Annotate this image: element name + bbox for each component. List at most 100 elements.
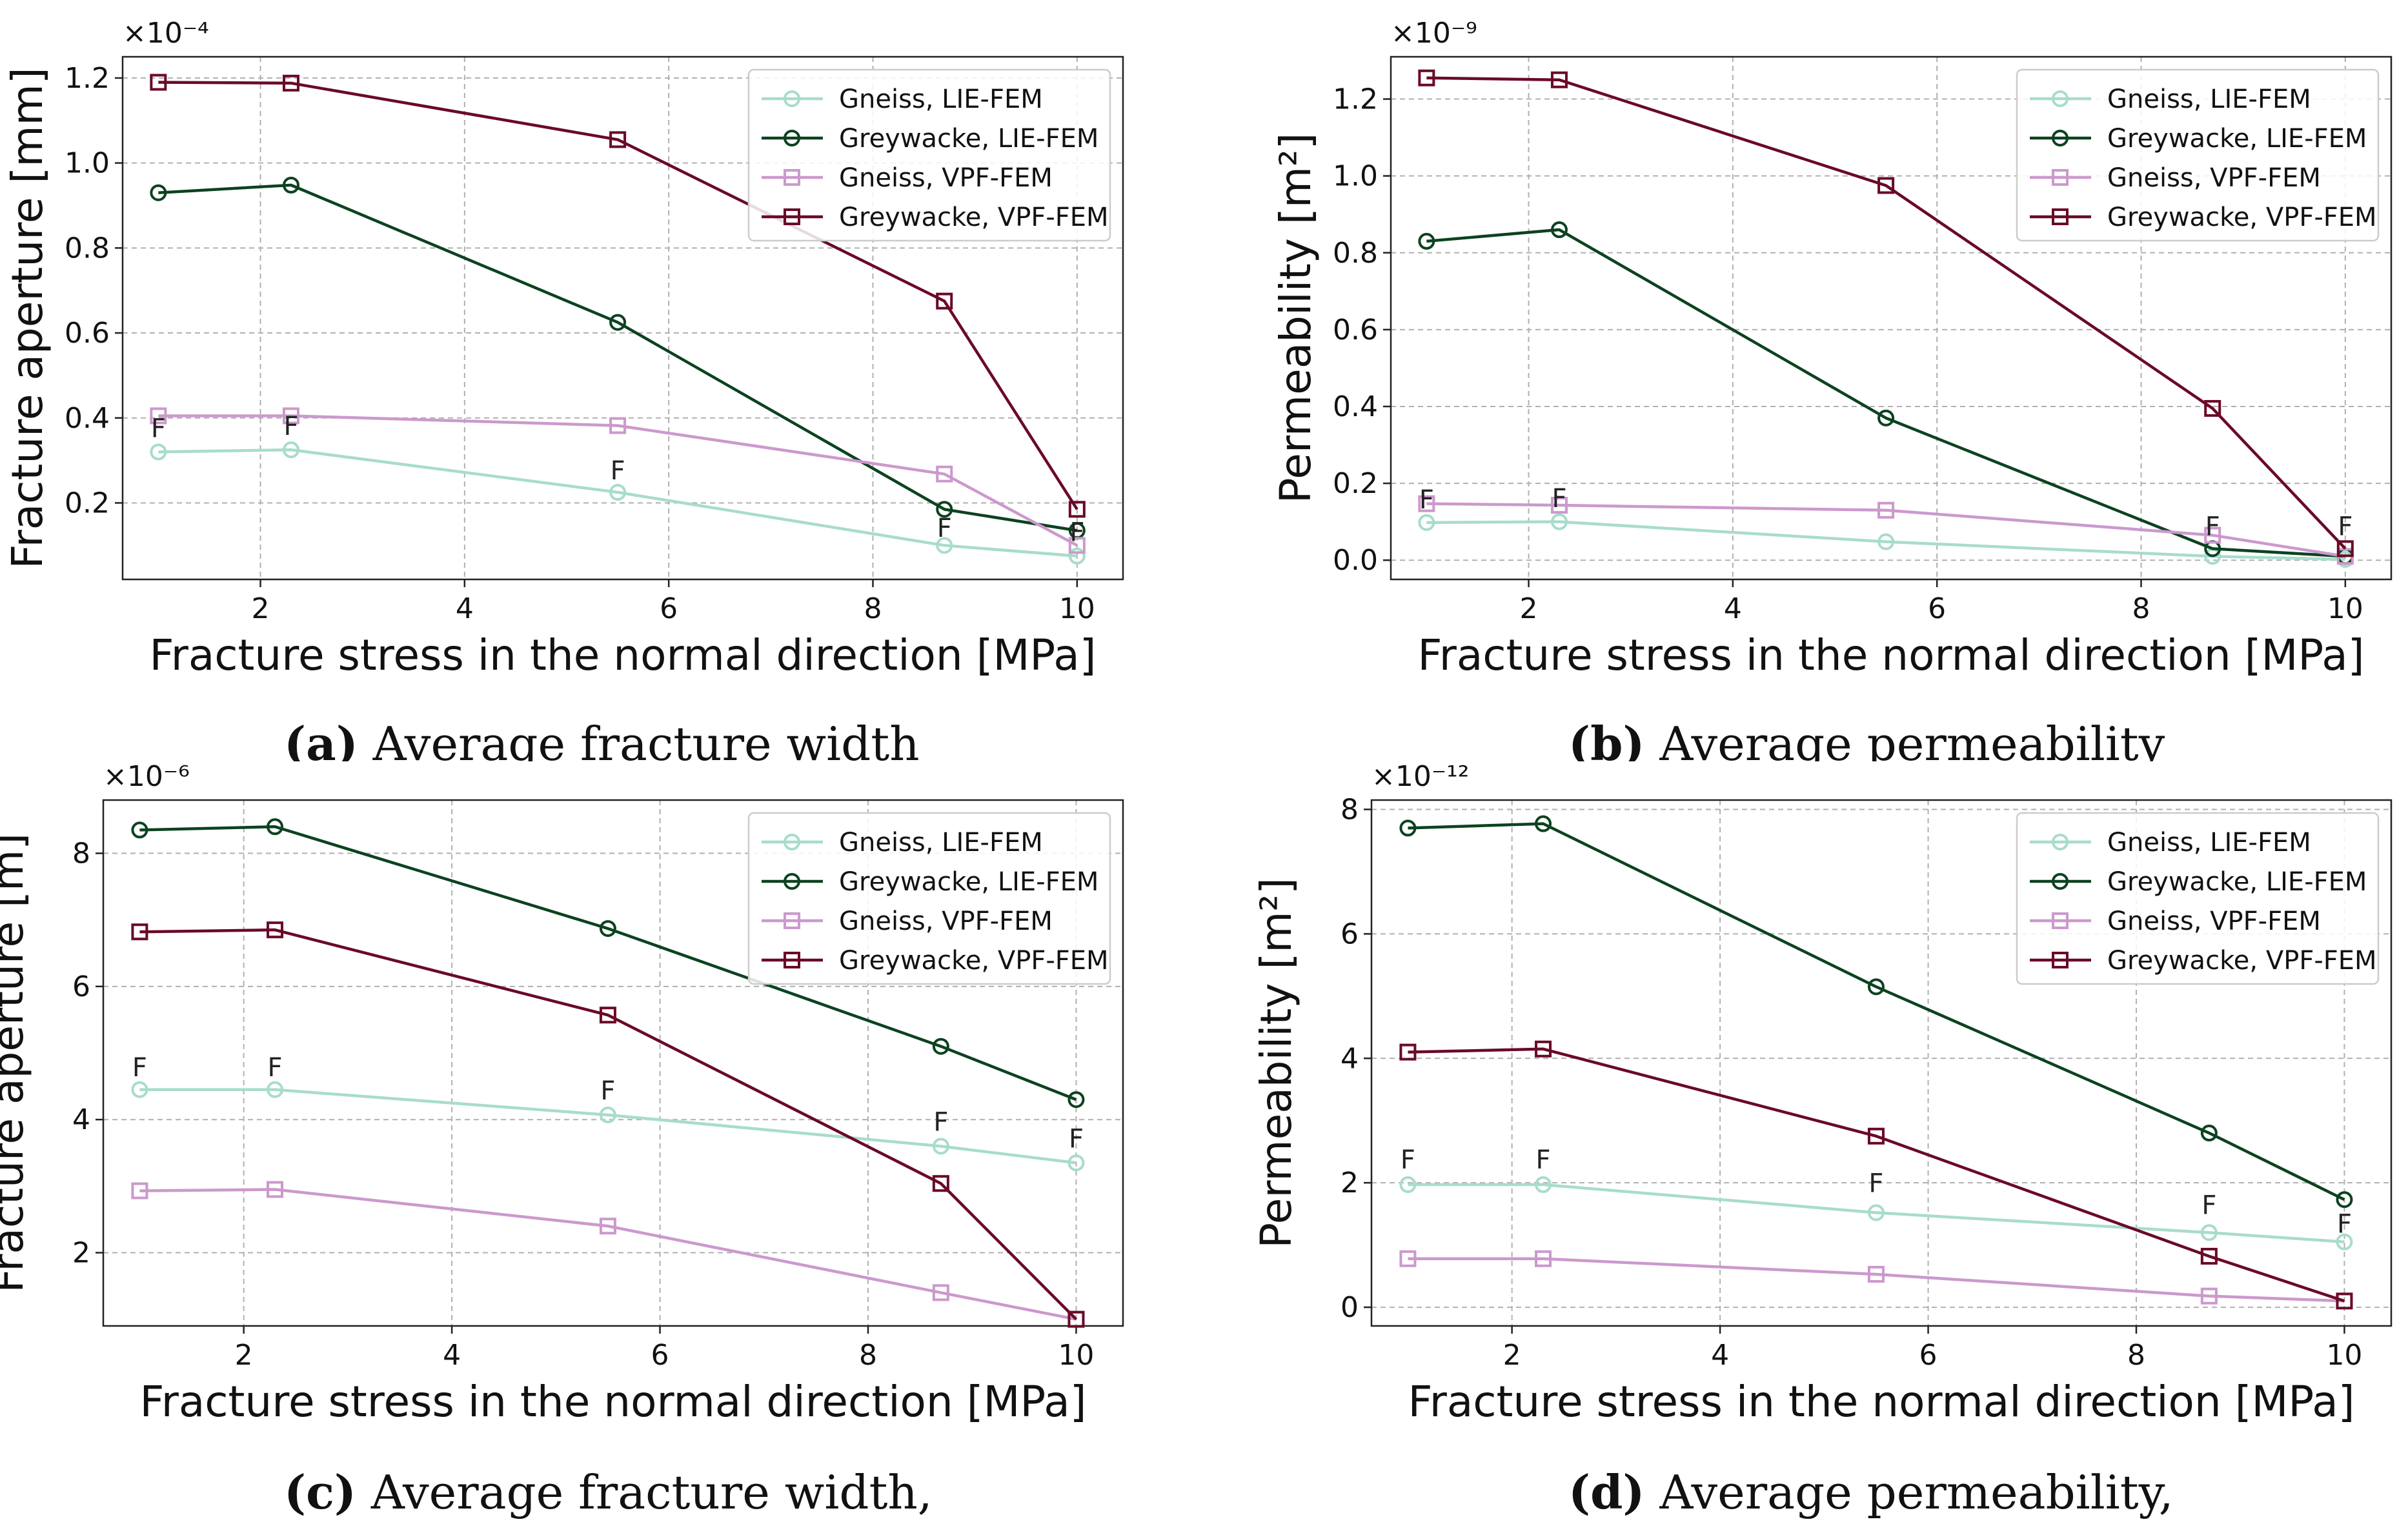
- legend-box: [747, 812, 1111, 985]
- legend-label: Gneiss, VPF-FEM: [2107, 163, 2321, 193]
- y-tick-label: 0.8: [65, 232, 110, 265]
- caption-d-text: Average permeability,: [1644, 1465, 2174, 1519]
- legend: Gneiss, LIE-FEM Greywacke, LIE-FEM Gneiss,…: [2016, 68, 2380, 242]
- legend: Gneiss, LIE-FEM Greywacke, LIE-FEM Gneiss,…: [2016, 812, 2380, 985]
- x-tick-label: 2: [1520, 592, 1538, 625]
- series-line-greywacke-vpf: [1426, 76, 2347, 550]
- y-tick-label: 6: [1341, 917, 1359, 950]
- legend-item-gneiss-lie: Gneiss, LIE-FEM: [762, 85, 1043, 114]
- exponent-label: ×10⁻¹²: [1371, 760, 1469, 793]
- series-gneiss-vpf: [1399, 1250, 2353, 1310]
- failure-annotation: F: [132, 1053, 147, 1083]
- series-line-gneiss-vpf: [158, 414, 1078, 547]
- data-point-gneiss-vpf: [150, 407, 167, 425]
- y-tick-label: 8: [1341, 793, 1359, 826]
- legend-label: Gneiss, LIE-FEM: [2107, 85, 2311, 114]
- data-point-gneiss-vpf: [2200, 1287, 2218, 1305]
- data-point-greywacke-lie: [1399, 819, 1417, 837]
- failure-annotation: F: [1419, 485, 1434, 515]
- x-tick-label: 2: [1503, 1339, 1521, 1372]
- data-point-greywacke-vpf: [609, 131, 627, 148]
- legend-item-greywacke-lie: Greywacke, LIE-FEM: [762, 867, 1098, 897]
- caption-a-label: (a): [284, 716, 358, 761]
- series-line-greywacke-lie: [1408, 822, 2345, 1201]
- series-line-gneiss-lie: [158, 448, 1078, 558]
- caption-d: (d) Average permeability,: [1568, 1465, 2174, 1519]
- legend-marker: [2052, 912, 2069, 929]
- series-line-greywacke-vpf: [158, 81, 1078, 510]
- series-greywacke-vpf: [1399, 1040, 2353, 1310]
- legend-label: Greywacke, LIE-FEM: [839, 867, 1098, 897]
- data-point-gneiss-vpf: [1550, 497, 1568, 514]
- failure-annotation: F: [1536, 1145, 1551, 1175]
- y-tick-label: 0.2: [65, 486, 110, 519]
- data-point-gneiss-lie: [609, 484, 627, 501]
- legend-item-gneiss-lie: Gneiss, LIE-FEM: [2030, 828, 2311, 857]
- failure-annotation: F: [1868, 1169, 1883, 1199]
- data-point-greywacke-lie: [1867, 978, 1885, 996]
- y-axis-label: Permeability [m²]: [1251, 877, 1301, 1248]
- data-point-greywacke-vpf: [932, 1175, 949, 1192]
- y-tick-label: 0.0: [1333, 544, 1378, 577]
- y-axis-label: Fracture aperture [m]: [0, 833, 33, 1293]
- failure-annotation: F: [600, 1076, 615, 1106]
- data-point-greywacke-vpf: [1399, 1043, 1417, 1061]
- legend-item-greywacke-vpf: Greywacke, VPF-FEM: [762, 203, 1109, 232]
- caption-b-text: Average permeability: [1644, 717, 2165, 761]
- data-point-greywacke-lie: [599, 920, 616, 937]
- failure-annotation: F: [1069, 1125, 1084, 1154]
- series-line-greywacke-lie: [139, 825, 1077, 1101]
- legend-item-greywacke-lie: Greywacke, LIE-FEM: [762, 124, 1098, 154]
- legend-box: [2016, 812, 2380, 985]
- series-line-gneiss-vpf: [1408, 1257, 2345, 1303]
- plot-b: 2 4 6 8 10 0.0 0.2 0.4 0.6 0.8 1.0 1.2 ×10⁻⁹ Fracture…: [1271, 17, 2393, 680]
- y-tick-label: 0.2: [1333, 467, 1378, 500]
- y-tick-label: 0.8: [1333, 237, 1378, 270]
- data-point-gneiss-vpf: [1867, 1265, 1885, 1283]
- data-point-greywacke-vpf: [1418, 69, 1435, 86]
- data-point-greywacke-vpf: [1877, 177, 1895, 194]
- x-tick-label: 10: [2327, 592, 2363, 625]
- data-point-gneiss-lie: [1867, 1204, 1885, 1221]
- y-axis-label: Fracture aperture [mm]: [3, 67, 52, 568]
- x-tick-label: 10: [1058, 1339, 1094, 1372]
- data-point-greywacke-vpf: [1550, 71, 1568, 88]
- data-point-greywacke-lie: [150, 184, 167, 201]
- series-gneiss-lie: [150, 441, 1086, 565]
- legend-item-gneiss-vpf: Gneiss, VPF-FEM: [2030, 907, 2321, 936]
- caption-d-label: (d): [1568, 1465, 1645, 1519]
- data-point-greywacke-vpf: [2204, 399, 2221, 417]
- legend-label: Gneiss, LIE-FEM: [2107, 828, 2311, 857]
- axes-frame: [102, 799, 1124, 1327]
- data-point-gneiss-lie: [150, 443, 167, 461]
- failure-annotation: F: [151, 414, 166, 443]
- series-line-gneiss-lie: [1426, 520, 2345, 561]
- data-point-gneiss-lie: [2336, 1233, 2353, 1250]
- legend-marker: [2052, 952, 2069, 968]
- data-point-greywacke-vpf: [599, 1007, 616, 1024]
- y-tick-label: 8: [72, 837, 90, 870]
- series-line-gneiss-vpf: [139, 1188, 1077, 1321]
- y-tick-label: 1.2: [65, 62, 110, 95]
- data-point-greywacke-vpf: [150, 74, 167, 91]
- data-point-greywacke-vpf: [282, 74, 299, 92]
- legend-label: Greywacke, VPF-FEM: [839, 203, 1109, 232]
- failure-annotation: F: [2338, 512, 2352, 542]
- data-point-greywacke-lie: [609, 314, 627, 331]
- failure-annotation: F: [268, 1053, 283, 1083]
- x-axis-label: Fracture stress in the normal direction …: [140, 1377, 1087, 1427]
- caption-c: (c) Average fracture width,: [284, 1465, 933, 1519]
- legend-marker: [2052, 873, 2069, 890]
- data-point-gneiss-vpf: [267, 1181, 284, 1198]
- series-greywacke-lie: [1399, 815, 2353, 1208]
- x-tick-label: 8: [859, 1339, 877, 1372]
- caption-b-label: (b): [1568, 716, 1645, 761]
- series-gneiss-vpf: [131, 1181, 1085, 1328]
- data-point-gneiss-vpf: [1877, 501, 1895, 519]
- data-point-greywacke-lie: [267, 818, 284, 836]
- data-point-gneiss-vpf: [936, 465, 953, 483]
- series-line-gneiss-lie: [139, 1088, 1077, 1165]
- axes-frame: [121, 55, 1124, 581]
- data-point-greywacke-vpf: [1068, 501, 1086, 518]
